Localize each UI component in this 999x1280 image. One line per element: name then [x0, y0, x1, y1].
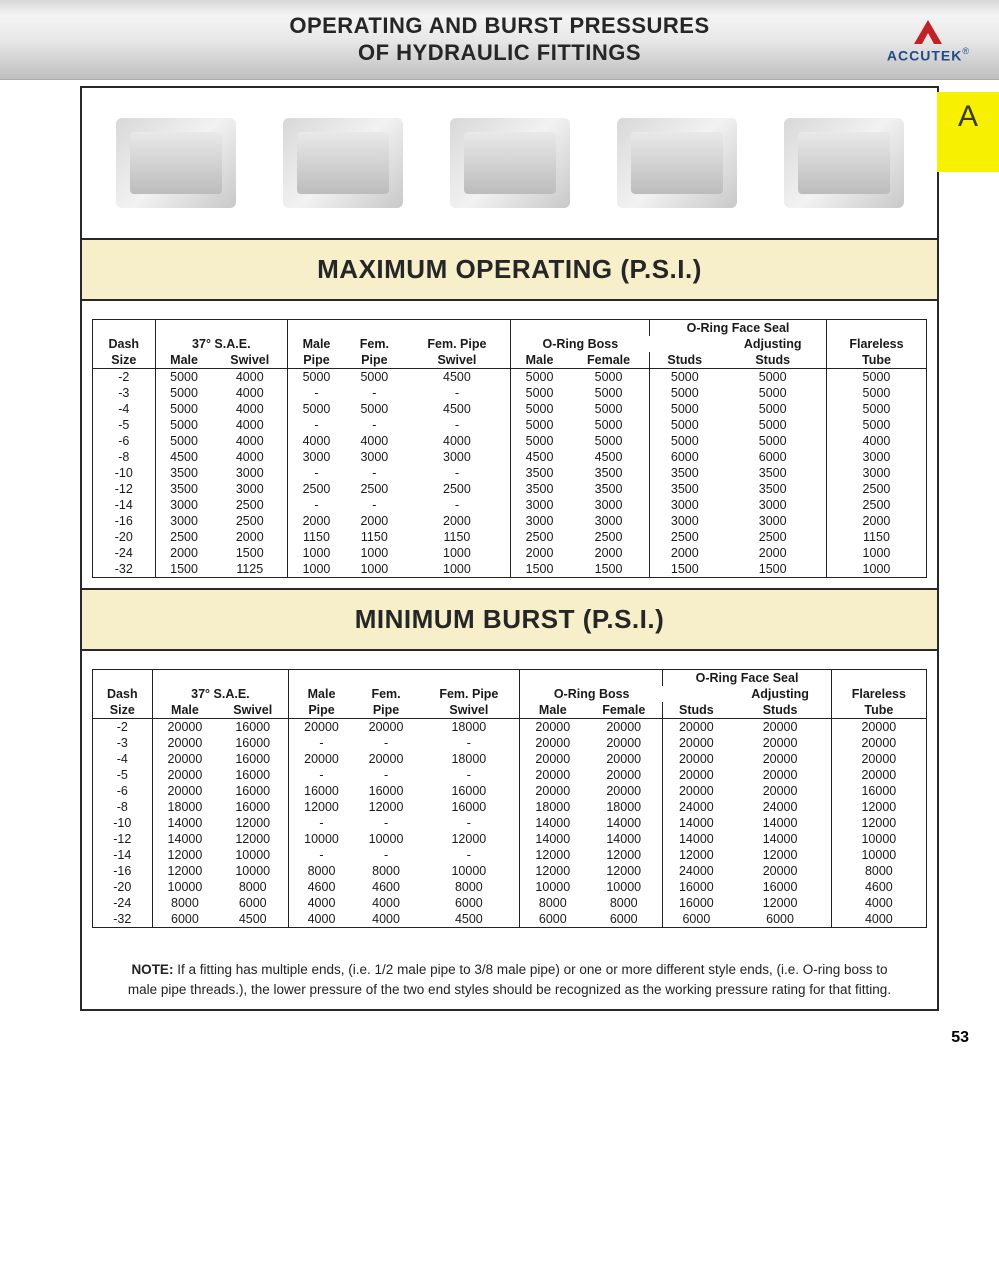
table-row: -2 5000 4000 5000 5000 4500 5000 5000 50…: [93, 369, 927, 386]
logo-text: ACCUTEK: [887, 47, 962, 63]
table-row: -32 6000 4500 4000 4000 4500 6000 6000 6…: [93, 911, 927, 928]
table-row: -20 10000 8000 4600 4600 8000 10000 1000…: [93, 879, 927, 895]
title-line-1: OPERATING AND BURST PRESSURES: [289, 13, 709, 38]
table-row: -6 20000 16000 16000 16000 16000 20000 2…: [93, 783, 927, 799]
table-row: -10 3500 3000 - - - 3500 3500 3500 3500 …: [93, 465, 927, 481]
table-row: -12 14000 12000 10000 10000 12000 14000 …: [93, 831, 927, 847]
table-row: -4 5000 4000 5000 5000 4500 5000 5000 50…: [93, 401, 927, 417]
table-row: -3 5000 4000 - - - 5000 5000 5000 5000 5…: [93, 385, 927, 401]
table-row: -14 3000 2500 - - - 3000 3000 3000 3000 …: [93, 497, 927, 513]
table-row: -4 20000 16000 20000 20000 18000 20000 2…: [93, 751, 927, 767]
table-row: -5 5000 4000 - - - 5000 5000 5000 5000 5…: [93, 417, 927, 433]
table-row: -8 4500 4000 3000 3000 3000 4500 4500 60…: [93, 449, 927, 465]
table-row: -3 20000 16000 - - - 20000 20000 20000 2…: [93, 735, 927, 751]
logo-triangle-icon: [908, 18, 948, 46]
table-row: -24 2000 1500 1000 1000 1000 2000 2000 2…: [93, 545, 927, 561]
note-text: If a fitting has multiple ends, (i.e. 1/…: [128, 962, 891, 997]
table-body: -2 5000 4000 5000 5000 4500 5000 5000 50…: [93, 369, 927, 578]
page-number: 53: [0, 1011, 999, 1065]
table-row: -32 1500 1125 1000 1000 1000 1500 1500 1…: [93, 561, 927, 578]
table-row: -20 2500 2000 1150 1150 1150 2500 2500 2…: [93, 529, 927, 545]
footnote: NOTE: If a fitting has multiple ends, (i…: [82, 938, 937, 1009]
table-body: -2 20000 16000 20000 20000 18000 20000 2…: [93, 719, 927, 928]
min-burst-table: O-Ring Face Seal Dash 37° S.A.E. MaleFem…: [92, 669, 927, 928]
brand-logo: ACCUTEK®: [887, 18, 969, 65]
table-row: -12 3500 3000 2500 2500 2500 3500 3500 3…: [93, 481, 927, 497]
page-title: OPERATING AND BURST PRESSURES OF HYDRAUL…: [289, 13, 709, 66]
table-head: O-Ring Face Seal Dash 37° S.A.E. MaleFem…: [93, 670, 927, 719]
fitting-image: [450, 118, 570, 208]
table-head: O-Ring Face Seal Dash 37° S.A.E. MaleFem…: [93, 320, 927, 369]
table-row: -5 20000 16000 - - - 20000 20000 20000 2…: [93, 767, 927, 783]
table-row: -10 14000 12000 - - - 14000 14000 14000 …: [93, 815, 927, 831]
table-row: -2 20000 16000 20000 20000 18000 20000 2…: [93, 719, 927, 736]
max-operating-title: MAXIMUM OPERATING (P.S.I.): [80, 238, 939, 301]
fittings-image-row: [82, 88, 937, 238]
note-label: NOTE:: [131, 962, 173, 977]
table-row: -14 12000 10000 - - - 12000 12000 12000 …: [93, 847, 927, 863]
header-band: OPERATING AND BURST PRESSURES OF HYDRAUL…: [0, 0, 999, 80]
fitting-image: [617, 118, 737, 208]
table-row: -16 12000 10000 8000 8000 10000 12000 12…: [93, 863, 927, 879]
table-row: -16 3000 2500 2000 2000 2000 3000 3000 3…: [93, 513, 927, 529]
section-tab-letter: A: [958, 100, 978, 134]
table-row: -8 18000 16000 12000 12000 16000 18000 1…: [93, 799, 927, 815]
section-tab: A: [937, 92, 999, 172]
fitting-image: [283, 118, 403, 208]
min-burst-title: MINIMUM BURST (P.S.I.): [80, 588, 939, 651]
table-row: -24 8000 6000 4000 4000 6000 8000 8000 1…: [93, 895, 927, 911]
title-line-2: OF HYDRAULIC FITTINGS: [358, 40, 641, 65]
logo-registered: ®: [962, 46, 969, 56]
table-row: -6 5000 4000 4000 4000 4000 5000 5000 50…: [93, 433, 927, 449]
max-operating-table: O-Ring Face Seal Dash 37° S.A.E. MaleFem…: [92, 319, 927, 578]
fitting-image: [116, 118, 236, 208]
fitting-image: [784, 118, 904, 208]
